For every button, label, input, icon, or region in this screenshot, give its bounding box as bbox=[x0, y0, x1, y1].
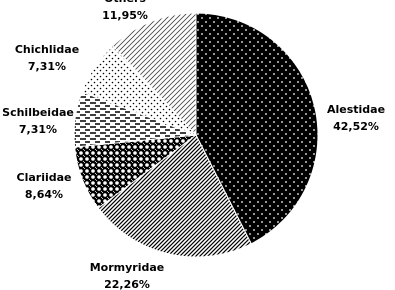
slice-label: Chichlidae bbox=[15, 43, 79, 56]
slice-value-label: 42,52% bbox=[333, 120, 379, 133]
slice-label: Clariidae bbox=[17, 171, 72, 184]
pie-slice bbox=[97, 134, 252, 258]
slice-label: Alestidae bbox=[327, 103, 385, 116]
slice-value-label: 11,95% bbox=[102, 9, 148, 22]
slice-label: Mormyridae bbox=[90, 261, 165, 274]
slice-label: Schilbeidae bbox=[2, 106, 74, 119]
slice-label: Others bbox=[104, 0, 146, 5]
pie-slice bbox=[195, 12, 319, 245]
slice-value-label: 22,26% bbox=[104, 278, 150, 290]
slice-value-label: 8,64% bbox=[25, 188, 63, 201]
slice-value-label: 7,31% bbox=[19, 123, 57, 136]
slice-value-label: 7,31% bbox=[28, 60, 66, 73]
pie-slice bbox=[112, 12, 197, 137]
